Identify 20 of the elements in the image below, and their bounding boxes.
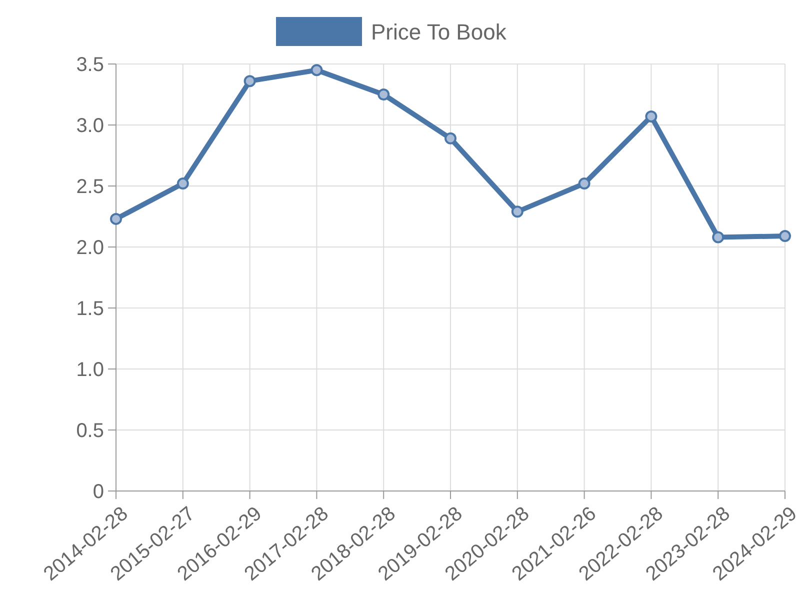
point	[110, 212, 122, 225]
point	[779, 230, 791, 242]
y-tick-label: 0	[92, 481, 104, 503]
point	[511, 206, 524, 218]
y-tick-label: 2.5	[76, 176, 104, 198]
y-tick-label: 3.5	[76, 54, 104, 76]
point	[712, 231, 724, 244]
point	[176, 178, 189, 190]
point	[578, 178, 590, 190]
point	[310, 64, 323, 76]
point	[645, 110, 658, 122]
y-tick-label: 1.0	[76, 359, 104, 381]
y-tick-label: 3.0	[76, 115, 104, 137]
y-tick-label: 2.0	[76, 237, 104, 259]
y-tick-label: 0.5	[76, 420, 104, 442]
point	[444, 132, 456, 144]
point	[378, 88, 390, 100]
legend-label: Price To Book	[371, 20, 508, 45]
y-tick-label: 1.5	[76, 298, 104, 320]
point	[244, 75, 256, 88]
